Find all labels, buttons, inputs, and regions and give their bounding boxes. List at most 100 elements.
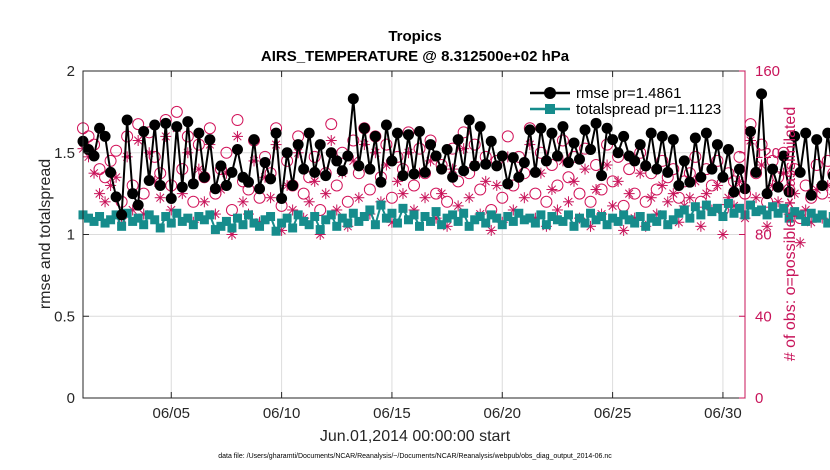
totalspread-point [139,220,148,229]
grid-lines [83,71,745,398]
obs-assimilated-point [94,188,105,199]
rmse-point [574,154,585,165]
totalspread-point [310,212,319,221]
totalspread-point [305,220,314,229]
obs-assimilated-point [580,164,591,175]
totalspread-point [349,209,358,218]
totalspread-point [641,222,650,231]
y2-tick-label: 40 [755,308,772,325]
y2-axis-label: # of obs: o=possible; ∗=assimilated [782,107,799,361]
rmse-point [370,131,381,142]
x-tick-label: 06/20 [483,405,521,422]
y-tick-label: 0 [67,390,75,407]
legend-rmse-marker [544,87,556,99]
rmse-point [375,177,386,188]
rmse-point [397,170,408,181]
obs-assimilated-point [265,192,276,203]
obs-assimilated-point [480,176,491,187]
obs-assimilated-point [199,196,210,207]
rmse-point [762,188,773,199]
totalspread-point [801,217,810,226]
totalspread-point [283,214,292,223]
series-layer [78,88,830,399]
rmse-point [331,155,342,166]
totalspread-point [691,202,700,211]
totalspread-point [459,209,468,218]
y-tick-label: 0.5 [54,308,75,325]
rmse-point [144,175,155,186]
rmse-point [519,157,530,168]
rmse-point [541,155,552,166]
rmse-point [166,193,177,204]
rmse-point [304,128,315,139]
obs-assimilated-point [155,192,166,203]
chart-title: Tropics [388,28,441,45]
rmse-point [149,119,160,130]
rmse-point [276,193,287,204]
obs-possible-point [326,119,337,130]
rmse-point [497,151,508,162]
totalspread-point [718,212,727,221]
rmse-point [265,173,276,184]
rmse-point [723,144,734,155]
rmse-point [226,167,237,178]
rmse-point [193,128,204,139]
totalspread-point [415,222,424,231]
legend-spread-marker [545,104,555,114]
obs-possible-point [574,188,585,199]
obs-assimilated-point [591,184,602,195]
totalspread-point [156,223,165,232]
rmse-point [684,177,695,188]
obs-assimilated-point [464,192,475,203]
rmse-point [690,133,701,144]
totalspread-point [205,210,214,219]
rmse-point [602,123,613,134]
rmse-point [811,134,822,145]
rmse-point [800,128,811,139]
totalspread-point [288,223,297,232]
rmse-point [160,118,171,129]
rmse-point [293,139,304,150]
totalspread-point [481,219,490,228]
rmse-point [199,172,210,183]
rmse-point [364,164,375,175]
obs-possible-point [342,196,353,207]
totalspread-point [332,222,341,231]
obs-assimilated-point [613,176,624,187]
obs-assimilated-point [232,131,243,142]
totalspread-point [398,204,407,213]
obs-assimilated-point [607,200,618,211]
totalspread-point [818,210,827,219]
totalspread-point [724,199,733,208]
totalspread-point [387,209,396,218]
rmse-point [734,164,745,175]
obs-assimilated-point [491,180,502,191]
rmse-point [116,209,127,220]
rmse-point [353,160,364,171]
data-file-footnote: data file: /Users/gharamti/Documents/NCA… [218,453,612,460]
obs-assimilated-point [397,188,408,199]
totalspread-point [365,205,374,214]
obs-possible-point [331,180,342,191]
totalspread-point [564,210,573,219]
rmse-point [249,134,260,145]
rmse-point [585,144,596,155]
rmse-point [646,128,657,139]
legend-spread-label: totalspread pr=1.1123 [576,101,721,118]
obs-possible-point [585,196,596,207]
obs-assimilated-point [624,188,635,199]
x-tick-label: 06/25 [594,405,632,422]
y-axis-label: rmse and totalspread [37,159,54,309]
totalspread-point [569,222,578,231]
rmse-point [662,167,673,178]
rmse-point [745,126,756,137]
rmse-point [232,144,243,155]
totalspread-point [426,217,435,226]
rmse-point [535,123,546,134]
rmse-point [706,164,717,175]
rmse-point [817,180,828,191]
rmse-point [701,128,712,139]
rmse-point [552,151,563,162]
rmse-point [767,164,778,175]
rmse-point [596,170,607,181]
